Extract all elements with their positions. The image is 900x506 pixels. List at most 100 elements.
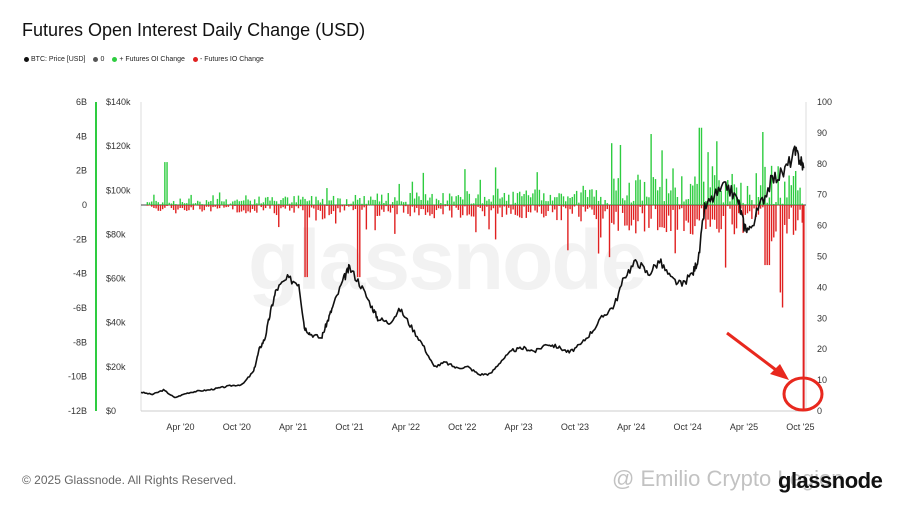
oi-bar-negative [356,205,359,278]
oi-bar-negative [490,205,492,211]
oi-bar-positive [698,127,701,205]
oi-bar-negative [646,205,648,206]
x-tick-label: Oct '25 [786,422,814,432]
oi-bar-negative [264,205,267,209]
oi-bar-positive [663,201,665,205]
oi-bar-positive [784,181,786,205]
oi-bar-positive [700,127,703,205]
oi-bar-positive [751,200,753,205]
legend-item-price[interactable]: BTC: Price [USD] [24,56,85,63]
oi-bar-positive [424,194,427,205]
oi-bar-positive [591,189,593,205]
oi-bar-positive [790,185,793,205]
oi-bar-positive [580,192,582,205]
oi-bar-positive [258,196,260,205]
oi-bar-positive [786,197,788,205]
oi-bar-negative [321,205,324,220]
oi-bar-negative [218,205,221,209]
x-tick-label: Oct '23 [561,422,589,432]
oi-bar-positive [343,204,346,205]
oi-bar-negative [212,205,214,208]
price-tick-label: $20k [106,362,126,372]
legend-item-positive[interactable]: + Futures OI Change [112,56,185,63]
oi-bar-negative [293,205,295,213]
oi-bar-negative [689,205,692,234]
right-tick-label: 100 [817,97,832,107]
oi-bar-negative [694,205,696,227]
oi-bar-negative [779,205,782,293]
oi-bar-negative [582,205,584,207]
oi-bar-positive [564,201,567,205]
oi-bar-negative [335,205,337,224]
oi-bar-positive [170,203,173,205]
oi-bar-negative [687,205,690,223]
oi-bar-positive [492,195,495,205]
oi-bar-negative [205,205,208,207]
oi-tick-label: 4B [76,131,87,141]
oi-bar-positive [350,203,352,205]
oi-bar-positive [168,202,170,205]
oi-bar-positive [529,197,532,205]
oi-bar-positive [278,203,280,205]
oi-bar-positive [251,204,254,206]
oi-bar-negative [790,205,793,208]
oi-bar-negative [733,205,736,235]
oi-bar-negative [468,205,471,215]
oi-bar-positive [608,204,611,206]
oi-bar-negative [665,205,668,233]
oi-bar-positive [286,197,289,205]
oi-bar-positive [667,193,670,205]
oi-bar-negative [621,205,624,213]
oi-bar-positive [356,199,359,205]
oi-bar-positive [413,198,416,205]
oi-bar-positive [420,199,422,205]
oi-bar-positive [275,201,278,205]
oi-bar-negative [543,205,545,218]
oi-bar-negative [676,205,679,230]
oi-bar-positive [442,193,444,205]
oi-bar-negative [632,205,635,220]
oi-bar-negative [705,205,707,230]
oi-bar-positive [652,177,655,205]
oi-bar-positive [354,194,357,205]
oi-bar-positive [540,200,543,205]
oi-bar-negative [188,205,190,211]
oi-bar-negative [453,205,455,206]
oi-bar-negative [396,205,398,215]
oi-bar-negative [339,205,341,213]
oi-bar-positive [527,195,530,205]
oi-bar-positive [661,150,663,205]
oi-bar-positive [777,166,779,205]
oi-bar-negative [549,205,552,206]
oi-bar-positive [744,204,747,205]
oi-bar-negative [365,205,368,230]
oi-bar-negative [440,205,442,209]
oi-bar-positive [534,189,536,205]
oi-bar-positive [177,204,179,206]
oi-bar-negative [389,205,392,213]
legend-item-negative[interactable]: - Futures IO Change [192,56,264,63]
oi-bar-positive [523,193,525,205]
oi-bar-positive [762,132,764,205]
oi-bar-negative [486,205,488,207]
oi-bar-negative [317,205,319,210]
oi-bar-negative [427,205,429,213]
oi-bar-negative [784,205,786,225]
oi-bar-negative [299,205,302,207]
oi-bar-negative [674,205,676,254]
oi-bar-negative [492,205,495,209]
oi-bar-negative [234,205,236,206]
oi-bar-negative [161,205,164,210]
oi-bar-positive [589,189,591,205]
oi-bar-positive [672,168,674,205]
oi-bar-positive [794,170,797,205]
legend-item-zero[interactable]: 0 [93,56,104,63]
oi-bar-negative [534,205,536,211]
oi-bar-positive [632,200,635,205]
oi-bar-positive [788,175,790,205]
oi-bar-positive [444,204,446,205]
oi-bar-negative [245,205,247,214]
oi-bar-positive [446,200,449,205]
oi-bar-positive [247,199,249,205]
oi-bar-negative [551,205,554,213]
